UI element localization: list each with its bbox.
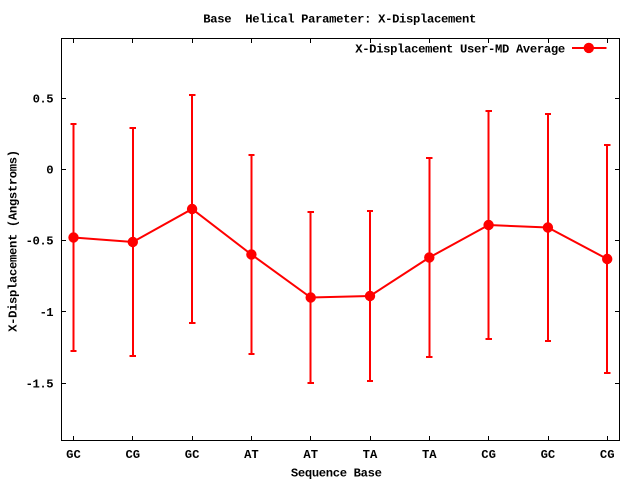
svg-text:0.5: 0.5 — [33, 93, 54, 107]
svg-text:GC: GC — [541, 448, 556, 462]
svg-text:CG: CG — [125, 448, 140, 462]
svg-text:-1: -1 — [40, 306, 54, 320]
svg-text:0: 0 — [46, 164, 53, 178]
svg-text:-0.5: -0.5 — [26, 235, 54, 249]
svg-text:TA: TA — [363, 448, 378, 462]
svg-text:TA: TA — [422, 448, 437, 462]
svg-text:AT: AT — [303, 448, 318, 462]
svg-text:Sequence Base: Sequence Base — [291, 467, 382, 480]
svg-text:CG: CG — [481, 448, 496, 462]
svg-text:AT: AT — [244, 448, 259, 462]
svg-text:X-Displacement (Angstroms): X-Displacement (Angstroms) — [6, 150, 20, 332]
svg-text:CG: CG — [600, 448, 615, 462]
svg-text:GC: GC — [66, 448, 81, 462]
svg-text:GC: GC — [185, 448, 200, 462]
svg-text:Base Helical Parameter: X-Dis: Base Helical Parameter: X-Displacement — [203, 12, 476, 26]
svg-text:-1.5: -1.5 — [26, 378, 54, 392]
svg-text:X-Displacement User-MD Average: X-Displacement User-MD Average — [355, 43, 565, 57]
